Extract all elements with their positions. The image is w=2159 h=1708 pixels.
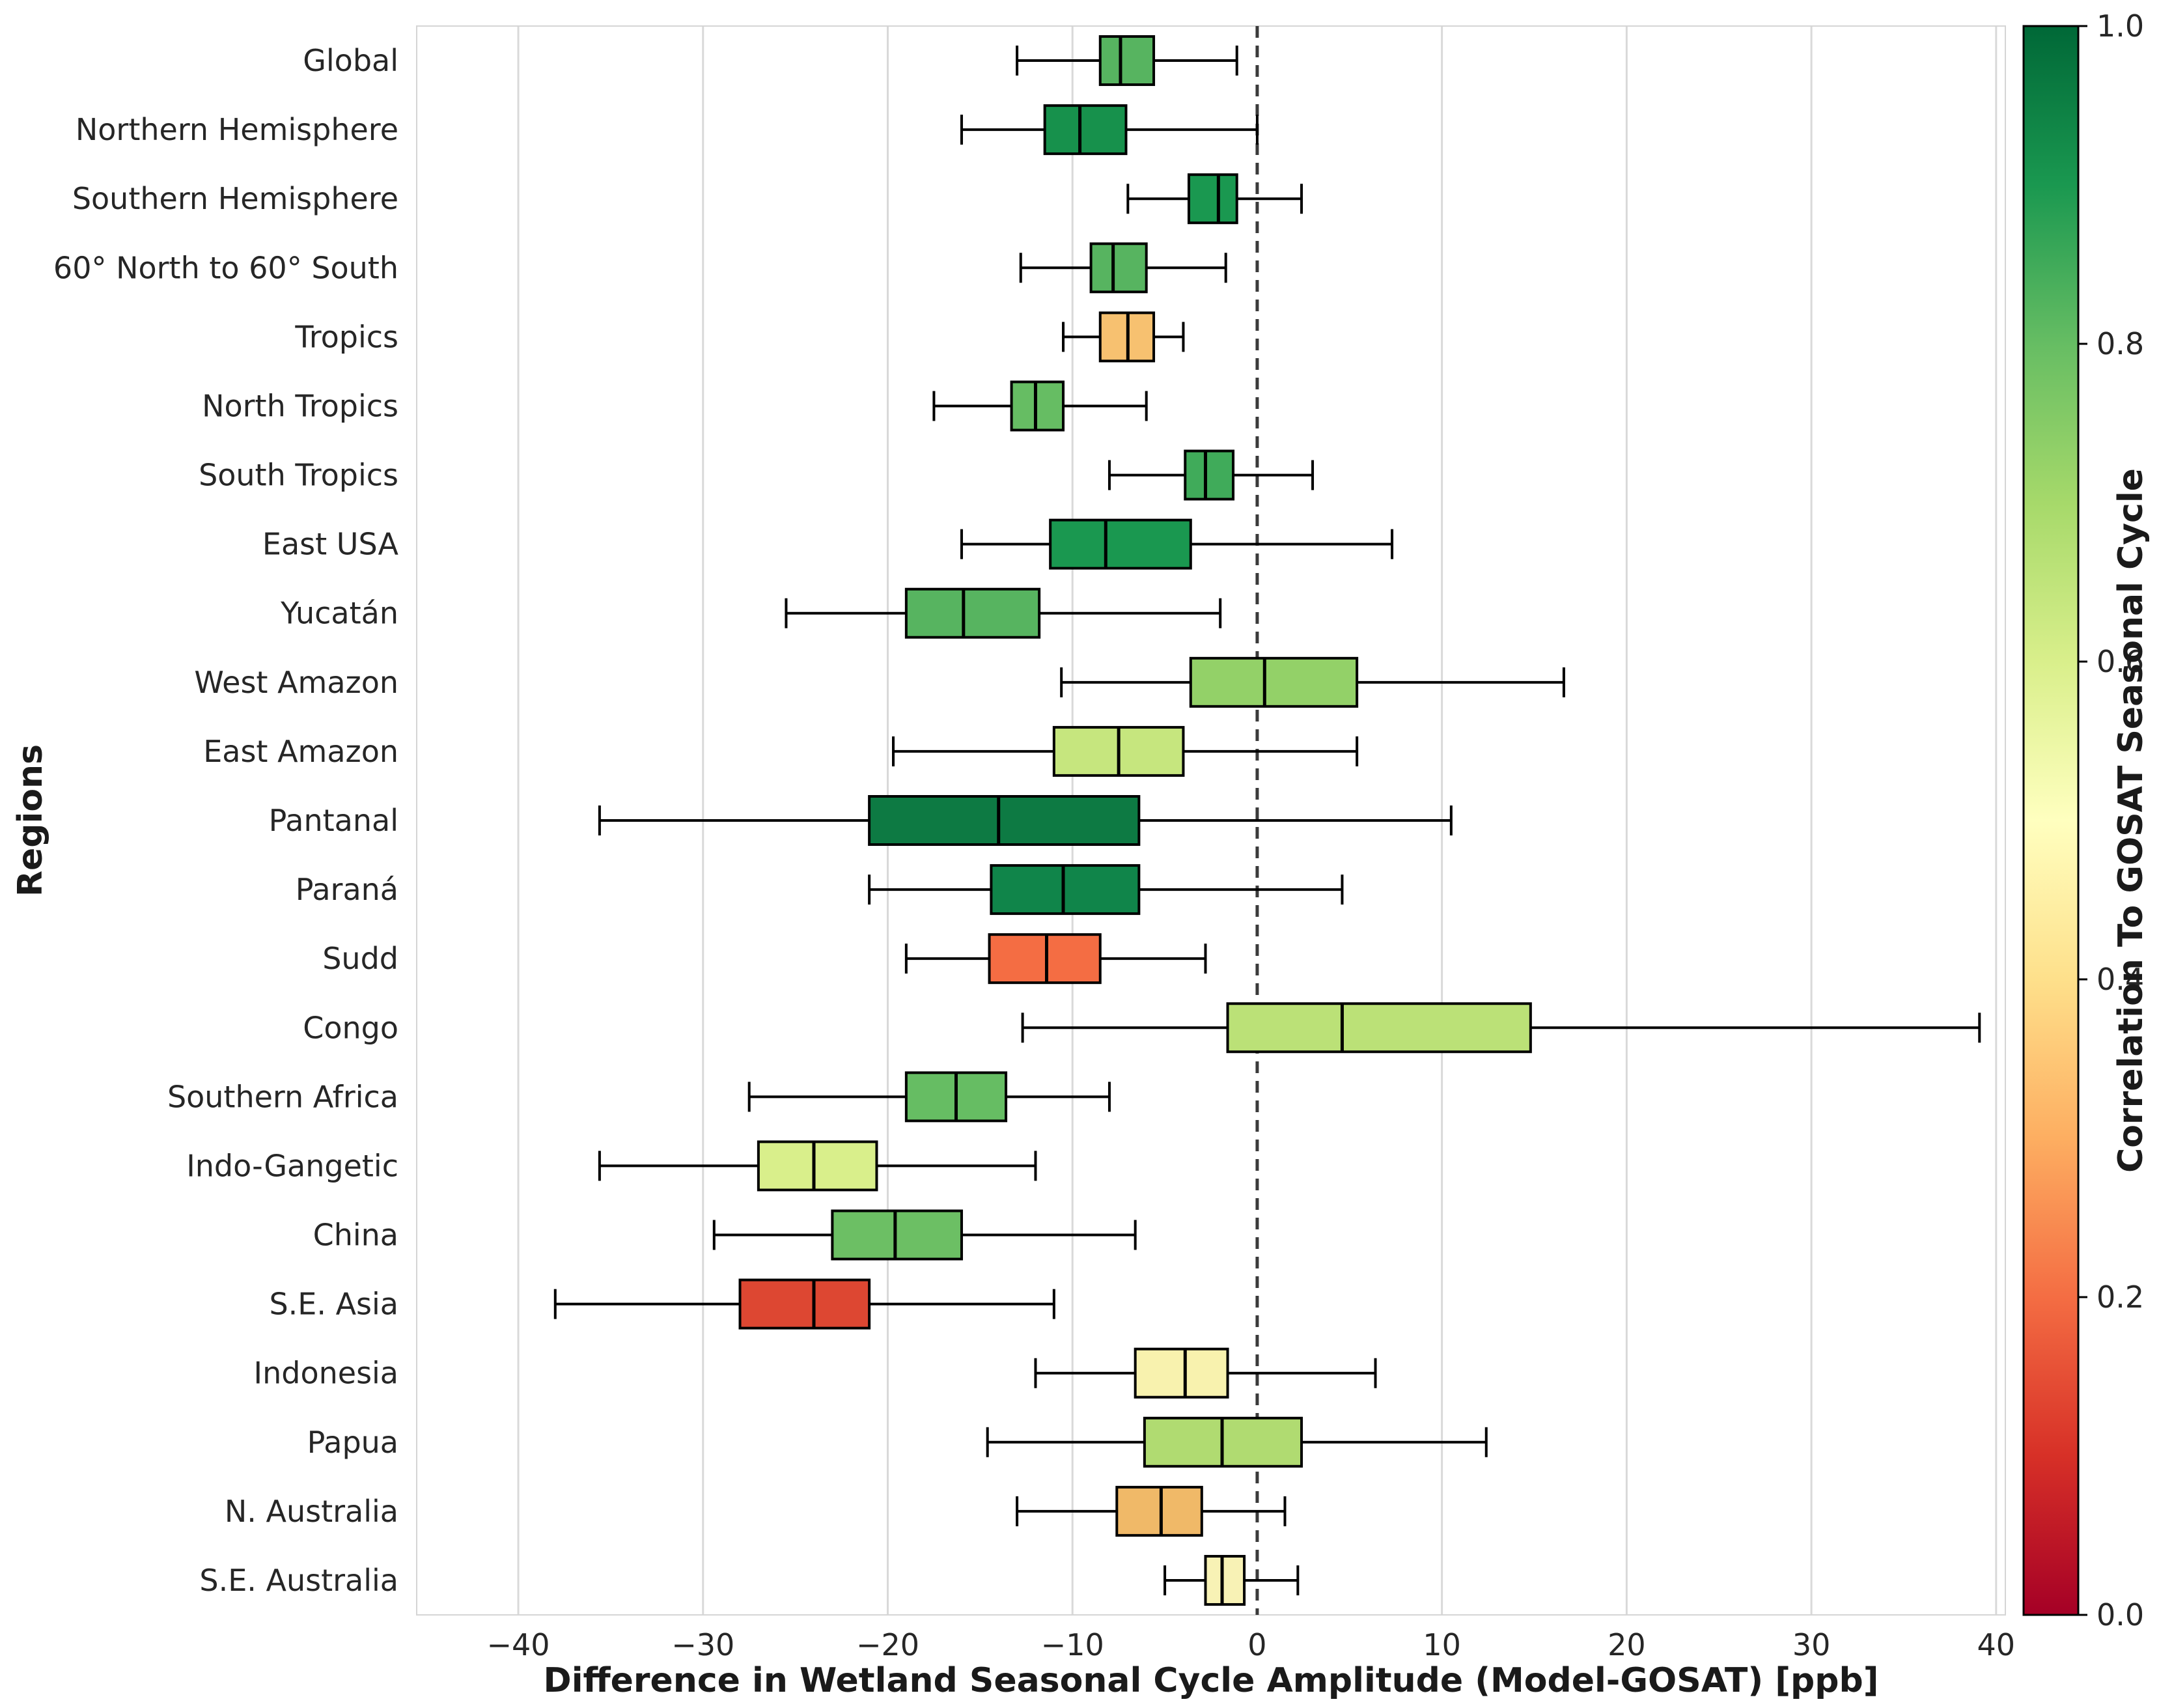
box bbox=[1184, 449, 1235, 501]
box-row bbox=[932, 380, 1148, 432]
region-label: Southern Hemisphere bbox=[72, 181, 398, 216]
box-row bbox=[1163, 1554, 1300, 1606]
colorbar-tick-label: 1.0 bbox=[2096, 8, 2144, 44]
colorbar: 0.0 0.2 0.4 0.6 0.8 1.0 bbox=[2022, 8, 2144, 1632]
region-label: Congo bbox=[303, 1010, 398, 1045]
x-tick-label: −40 bbox=[487, 1627, 550, 1662]
box-row bbox=[1107, 449, 1315, 501]
region-label: East USA bbox=[262, 527, 399, 562]
x-tick-label: 0 bbox=[1247, 1627, 1266, 1662]
region-label: 60° North to 60° South bbox=[53, 250, 398, 285]
x-tick-label: −10 bbox=[1041, 1627, 1104, 1662]
box bbox=[1204, 1554, 1246, 1606]
x-tick-label: 10 bbox=[1423, 1627, 1461, 1662]
box-row bbox=[1126, 173, 1303, 225]
region-label: West Amazon bbox=[194, 665, 398, 700]
colorbar-tick-label: 0.2 bbox=[2096, 1280, 2144, 1315]
y-axis-label: Regions bbox=[11, 744, 50, 897]
box bbox=[990, 864, 1141, 916]
region-label: Global bbox=[303, 43, 398, 78]
box-row bbox=[1034, 1347, 1377, 1399]
box bbox=[1226, 1002, 1532, 1054]
region-label: South Tropics bbox=[199, 458, 398, 493]
box-row bbox=[712, 1209, 1137, 1261]
box-row bbox=[747, 1071, 1111, 1123]
plot-border bbox=[416, 25, 2006, 1616]
box-row bbox=[960, 518, 1394, 570]
box-row bbox=[553, 1278, 1055, 1330]
region-label: N. Australia bbox=[225, 1494, 398, 1529]
box bbox=[1049, 518, 1192, 570]
box bbox=[1089, 242, 1148, 294]
region-label: Indo-Gangetic bbox=[186, 1148, 398, 1183]
region-label: North Tropics bbox=[202, 388, 398, 423]
colorbar-tick-label: 0.6 bbox=[2096, 644, 2144, 679]
region-label: Northern Hemisphere bbox=[76, 112, 398, 147]
colorbar-bar bbox=[2022, 25, 2080, 1616]
box bbox=[831, 1209, 963, 1261]
box bbox=[1043, 104, 1128, 156]
region-label: Sudd bbox=[322, 941, 398, 976]
box bbox=[904, 587, 1041, 639]
box bbox=[738, 1278, 871, 1330]
box bbox=[1115, 1485, 1203, 1537]
x-tick-label: 30 bbox=[1792, 1627, 1831, 1662]
box-row bbox=[1062, 311, 1185, 363]
box-row bbox=[904, 933, 1207, 985]
box-row bbox=[1019, 242, 1227, 294]
region-label: Tropics bbox=[294, 319, 398, 354]
plot-area: Global Northern Hemisphere Southern Hemisp… bbox=[53, 25, 2016, 1662]
colorbar-label: Correlation To GOSAT Seasonal Cycle bbox=[2111, 468, 2151, 1173]
box-row bbox=[598, 795, 1453, 846]
region-label: S.E. Australia bbox=[199, 1563, 398, 1598]
region-label: Indonesia bbox=[254, 1356, 398, 1391]
box-row bbox=[1016, 35, 1238, 87]
x-axis-label: Difference in Wetland Seasonal Cycle Amp… bbox=[544, 1661, 1879, 1700]
box bbox=[1010, 380, 1065, 432]
box bbox=[1187, 173, 1238, 225]
box-row bbox=[1016, 1485, 1287, 1537]
box bbox=[757, 1140, 878, 1192]
box bbox=[1189, 656, 1359, 708]
region-label: Yucatán bbox=[280, 596, 398, 631]
box-row bbox=[892, 725, 1359, 777]
box-row bbox=[1021, 1002, 1981, 1054]
region-label: S.E. Asia bbox=[269, 1287, 398, 1322]
region-label: Pantanal bbox=[269, 803, 398, 838]
colorbar-tick-label: 0.0 bbox=[2096, 1597, 2144, 1632]
box-row bbox=[868, 864, 1344, 916]
region-label: Papua bbox=[307, 1425, 398, 1460]
x-tick-label: −20 bbox=[856, 1627, 919, 1662]
box-row bbox=[785, 587, 1222, 639]
x-tick-label: 40 bbox=[1977, 1627, 2016, 1662]
region-label: Southern Africa bbox=[167, 1079, 398, 1114]
region-label: East Amazon bbox=[203, 734, 398, 769]
colorbar-tick-label: 0.8 bbox=[2096, 326, 2144, 361]
x-tick-label: −30 bbox=[671, 1627, 734, 1662]
region-label: Paraná bbox=[296, 872, 398, 907]
box bbox=[868, 795, 1141, 846]
box bbox=[1098, 35, 1156, 87]
box-row bbox=[1060, 656, 1565, 708]
box-row bbox=[960, 104, 1259, 156]
box-row bbox=[598, 1140, 1037, 1192]
box-row bbox=[986, 1416, 1488, 1468]
box bbox=[988, 933, 1102, 985]
region-label: China bbox=[313, 1218, 398, 1253]
box bbox=[1134, 1347, 1229, 1399]
x-tick-label: 20 bbox=[1608, 1627, 1646, 1662]
colorbar-tick-label: 0.4 bbox=[2096, 962, 2144, 997]
